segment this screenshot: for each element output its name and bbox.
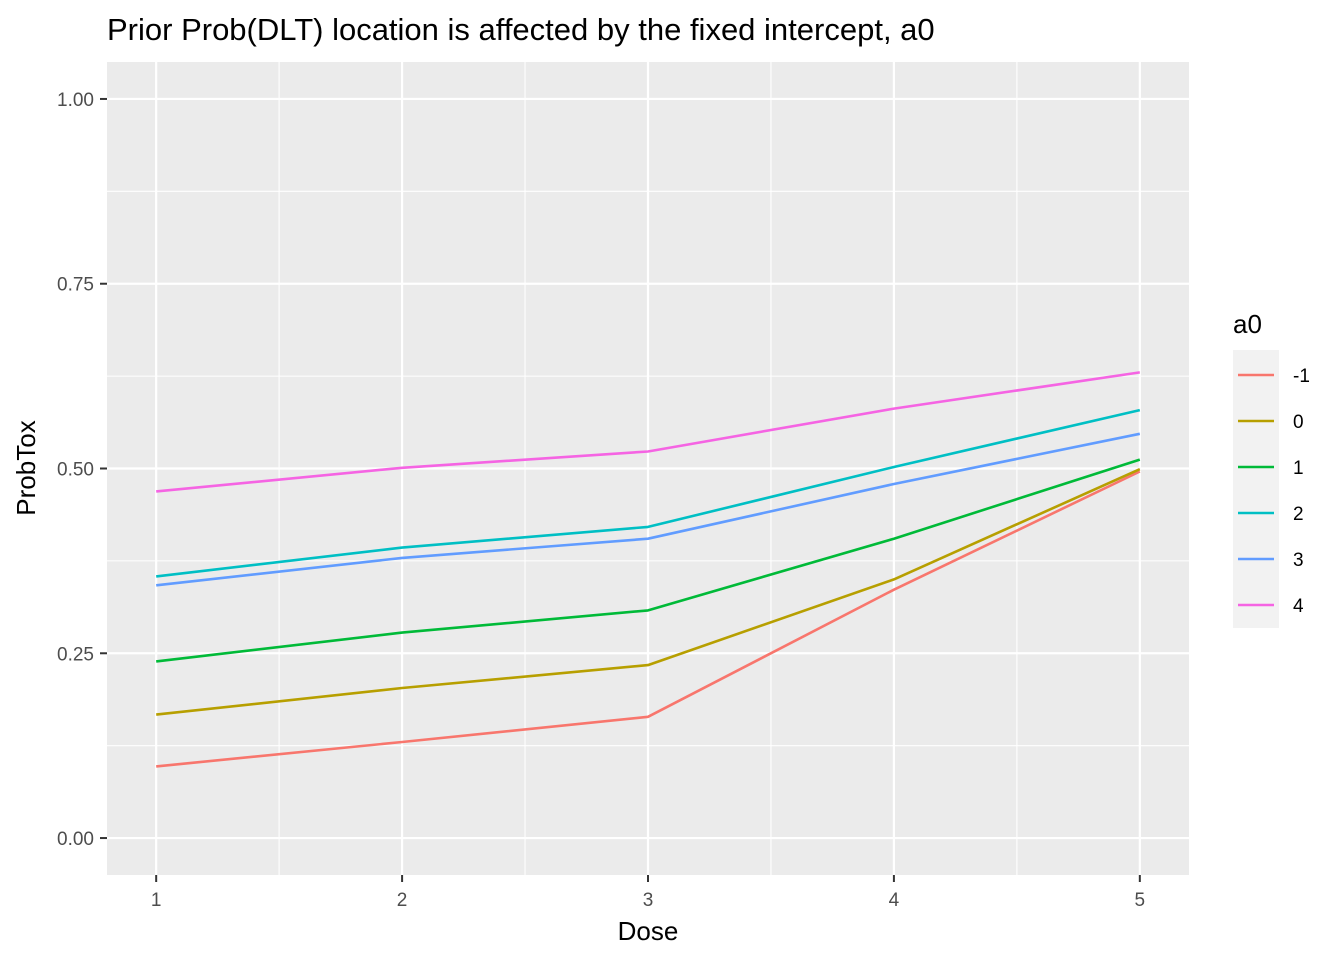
x-tick-label: 2: [397, 890, 408, 911]
series-line-1: [156, 458, 1141, 663]
x-tick-label: 4: [889, 890, 900, 911]
x-tick-label: 3: [643, 890, 654, 911]
series-line-0: [156, 468, 1141, 716]
legend-label: 3: [1293, 550, 1304, 571]
y-tick-label: 0.00: [57, 829, 94, 850]
y-tick-label: 0.50: [57, 460, 94, 481]
series-lines: [156, 371, 1141, 768]
legend: a0 -1 0 1 2 3 4: [1233, 309, 1310, 628]
x-axis: 1 2 3 4 5: [151, 875, 1145, 911]
series-line-3: [156, 432, 1141, 587]
y-tick-label: 0.75: [57, 275, 94, 296]
y-tick-label: 0.25: [57, 644, 94, 665]
x-axis-title: Dose: [618, 916, 679, 946]
y-axis: 0.00 0.25 0.50 0.75 1.00: [57, 90, 107, 850]
series-line--1: [156, 470, 1141, 768]
chart-title: Prior Prob(DLT) location is affected by …: [107, 12, 935, 47]
legend-key-background: [1233, 350, 1279, 628]
legend-title: a0: [1233, 309, 1262, 339]
legend-label: 1: [1293, 458, 1304, 479]
legend-label: 0: [1293, 412, 1304, 433]
x-tick-label: 1: [151, 890, 162, 911]
legend-label: -1: [1293, 366, 1310, 387]
legend-label: 4: [1293, 596, 1304, 617]
legend-label: 2: [1293, 504, 1304, 525]
y-axis-title: ProbTox: [11, 420, 41, 515]
y-tick-label: 1.00: [57, 90, 94, 111]
x-tick-label: 5: [1135, 890, 1146, 911]
series-line-2: [156, 408, 1141, 578]
series-line-4: [156, 371, 1140, 493]
